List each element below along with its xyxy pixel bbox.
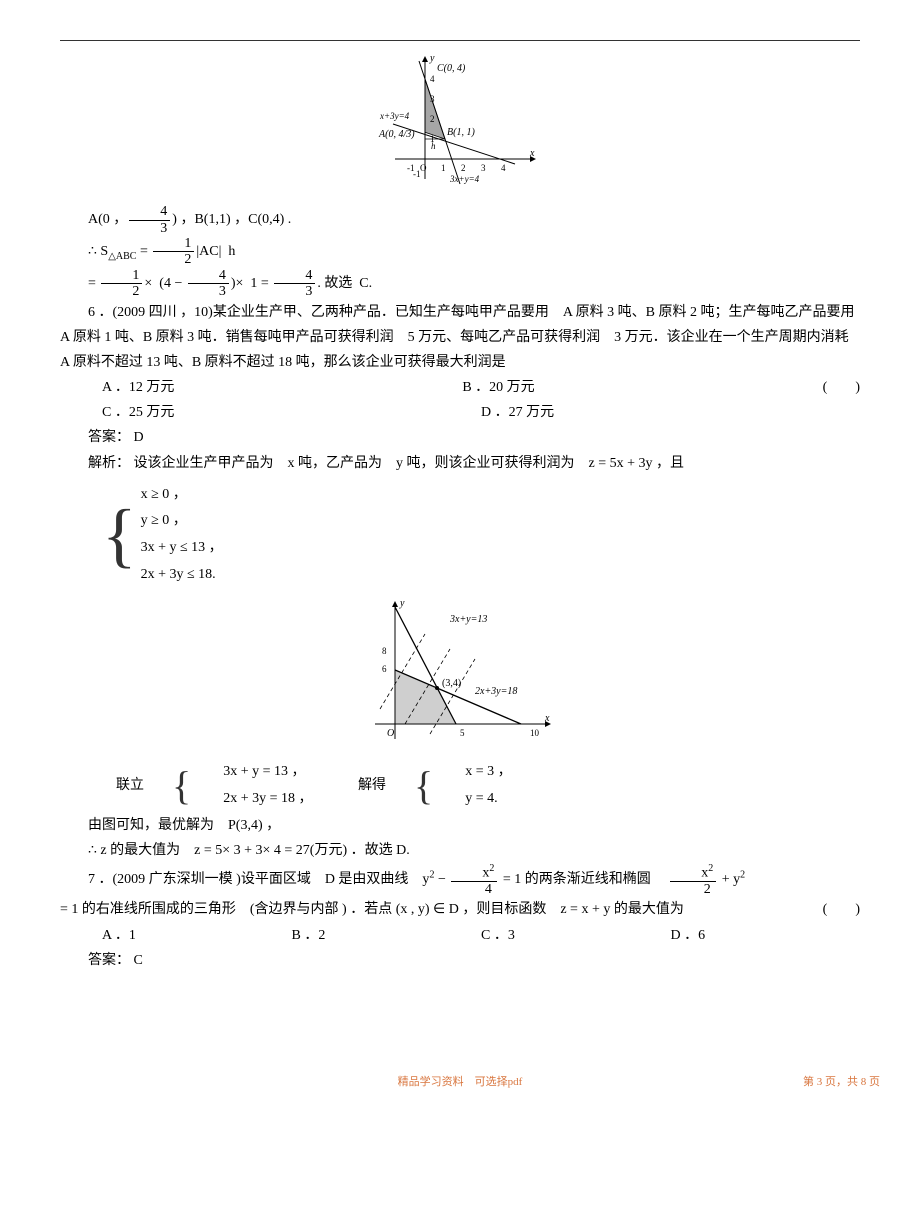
- constraint-4: 2x + 3y ≤ 18.: [141, 562, 223, 589]
- q6-option-c: C ．25 万元: [102, 400, 481, 425]
- svg-text:1: 1: [441, 163, 446, 173]
- svg-text:x+3y=4: x+3y=4: [379, 111, 410, 121]
- svg-text:x: x: [544, 713, 550, 724]
- svg-text:y: y: [399, 598, 405, 609]
- q6-paren: ( ): [823, 375, 860, 400]
- svg-text:5: 5: [460, 728, 465, 738]
- q7-p2: −: [438, 872, 449, 887]
- svg-text:B(1, 1): B(1, 1): [447, 127, 475, 138]
- brace-icon: {: [144, 766, 191, 806]
- solve-label-2: 解得: [330, 773, 386, 798]
- answer-value: D: [134, 430, 144, 445]
- sys1-1: 3x + y = 13 ，: [195, 759, 312, 786]
- figure-1: -1 O 1 2 3 4 x y 1 2 3 4 -1 C(0, 4) B(1,…: [60, 49, 860, 198]
- q7-option-a: A ．1: [102, 923, 292, 948]
- q6-text: 6 ．(2009 四川 ，10)某企业生产甲、乙两种产品．已知生产每吨甲产品要用…: [60, 300, 860, 376]
- q7-option-c: C ．3: [481, 923, 671, 948]
- q6-constraints: { x ≥ 0 ， y ≥ 0 ， 3x + y ≤ 13 ， 2x + 3y …: [102, 482, 860, 588]
- svg-text:4: 4: [430, 74, 435, 84]
- header-rule: [60, 40, 860, 41]
- q7-option-d: D ．6: [671, 923, 861, 948]
- q6-options-row2: C ．25 万元 D ．27 万元: [102, 400, 860, 425]
- constraint-3: 3x + y ≤ 13 ，: [141, 535, 223, 562]
- svg-text:y: y: [429, 53, 435, 64]
- area-line-2: = 12× (4 − 43)× 1 = 43. 故选 C.: [60, 268, 860, 300]
- svg-text:A(0, 4/3): A(0, 4/3): [378, 129, 415, 140]
- solve-label-1: 联立: [88, 773, 144, 798]
- brace-icon: {: [102, 499, 137, 571]
- svg-text:2x+3y=18: 2x+3y=18: [475, 686, 517, 697]
- svg-text:4: 4: [501, 163, 506, 173]
- q7-p3: = 1 的两条渐近线和椭圆: [503, 872, 665, 887]
- svg-text:C(0, 4): C(0, 4): [437, 63, 466, 74]
- q7-line2-wrap: = 1 的右准线所围成的三角形 (含边界与内部 ) ．若点 (x , y) ∈ …: [60, 897, 860, 922]
- answer-value: C: [134, 953, 143, 968]
- q6-opt-line: 由图可知，最优解为 P(3,4) ，: [60, 813, 860, 838]
- svg-text:2: 2: [461, 163, 466, 173]
- q7-line2: = 1 的右准线所围成的三角形 (含边界与内部 ) ．若点 (x , y) ∈ …: [60, 902, 684, 917]
- q7-paren: ( ): [823, 897, 860, 922]
- svg-text:3x+y=13: 3x+y=13: [449, 614, 487, 625]
- q7-p1: 7 ．(2009 广东深圳一模 )设平面区域 D 是由双曲线 y: [88, 872, 429, 887]
- q6-zmax-line: ∴ z 的最大值为 z = 5× 3 + 3× 4 = 27(万元) ．故选 D…: [60, 838, 860, 863]
- constraint-1: x ≥ 0 ，: [141, 482, 223, 509]
- sys2-2: y = 4.: [437, 786, 511, 813]
- q6-options-row1: A ．12 万元 B ．20 万元: [102, 375, 823, 400]
- svg-text:-1: -1: [413, 169, 421, 179]
- q6-analysis-text: 设该企业生产甲产品为 x 吨，乙产品为 y 吨，则该企业可获得利润为 z = 5…: [134, 456, 685, 471]
- q6-option-d: D ．27 万元: [481, 400, 860, 425]
- svg-text:(3,4): (3,4): [442, 678, 461, 689]
- footer-center: 精品学习资料 可选择pdf: [398, 1076, 523, 1088]
- brace-icon: {: [386, 766, 433, 806]
- page-footer: 精品学习资料 可选择pdf 第 3 页，共 8 页: [0, 1073, 920, 1113]
- q7-stem: 7 ．(2009 广东深圳一模 )设平面区域 D 是由双曲线 y2 − x24 …: [60, 863, 860, 897]
- svg-text:3x+y=4: 3x+y=4: [449, 174, 480, 184]
- q6-option-a: A ．12 万元: [102, 375, 462, 400]
- answer-label: 答案：: [88, 430, 130, 445]
- svg-text:O: O: [387, 728, 394, 739]
- q6-stem: 6 ．(2009 四川 ，10)某企业生产甲、乙两种产品．已知生产每吨甲产品要用…: [60, 300, 860, 376]
- svg-text:6: 6: [382, 664, 387, 674]
- footer-right: 第 3 页，共 8 页: [803, 1073, 880, 1093]
- svg-text:8: 8: [382, 646, 387, 656]
- svg-text:10: 10: [530, 728, 540, 738]
- q6-option-b: B ．20 万元: [462, 375, 822, 400]
- q6-solve-line: 联立 { 3x + y = 13 ， 2x + 3y = 18 ， 解得 { x…: [60, 759, 860, 812]
- svg-text:O: O: [420, 163, 427, 173]
- q7-answer: 答案： C: [60, 948, 860, 973]
- analysis-label: 解析：: [88, 456, 130, 471]
- answer-label: 答案：: [88, 953, 130, 968]
- svg-text:x: x: [529, 148, 535, 159]
- constraint-2: y ≥ 0 ，: [141, 508, 223, 535]
- q7-option-b: B ．2: [292, 923, 482, 948]
- q7-options: A ．1 B ．2 C ．3 D ．6: [102, 923, 860, 948]
- svg-text:h: h: [431, 141, 436, 151]
- figure-2: x y O 5 10 6 8 (3,4) 3x+y=13 2x+3y=18: [60, 594, 860, 753]
- svg-text:3: 3: [481, 163, 486, 173]
- points-line: A(0 ，43) ，B(1,1) ，C(0,4) .: [60, 204, 860, 236]
- q7-p4: + y: [722, 872, 740, 887]
- area-line-1: ∴ S△ABC = 12|AC| h: [60, 236, 860, 268]
- sys2-1: x = 3 ，: [437, 759, 511, 786]
- q6-analysis: 解析： 设该企业生产甲产品为 x 吨，乙产品为 y 吨，则该企业可获得利润为 z…: [60, 451, 860, 476]
- sys1-2: 2x + 3y = 18 ，: [195, 786, 312, 813]
- q6-answer: 答案： D: [60, 425, 860, 450]
